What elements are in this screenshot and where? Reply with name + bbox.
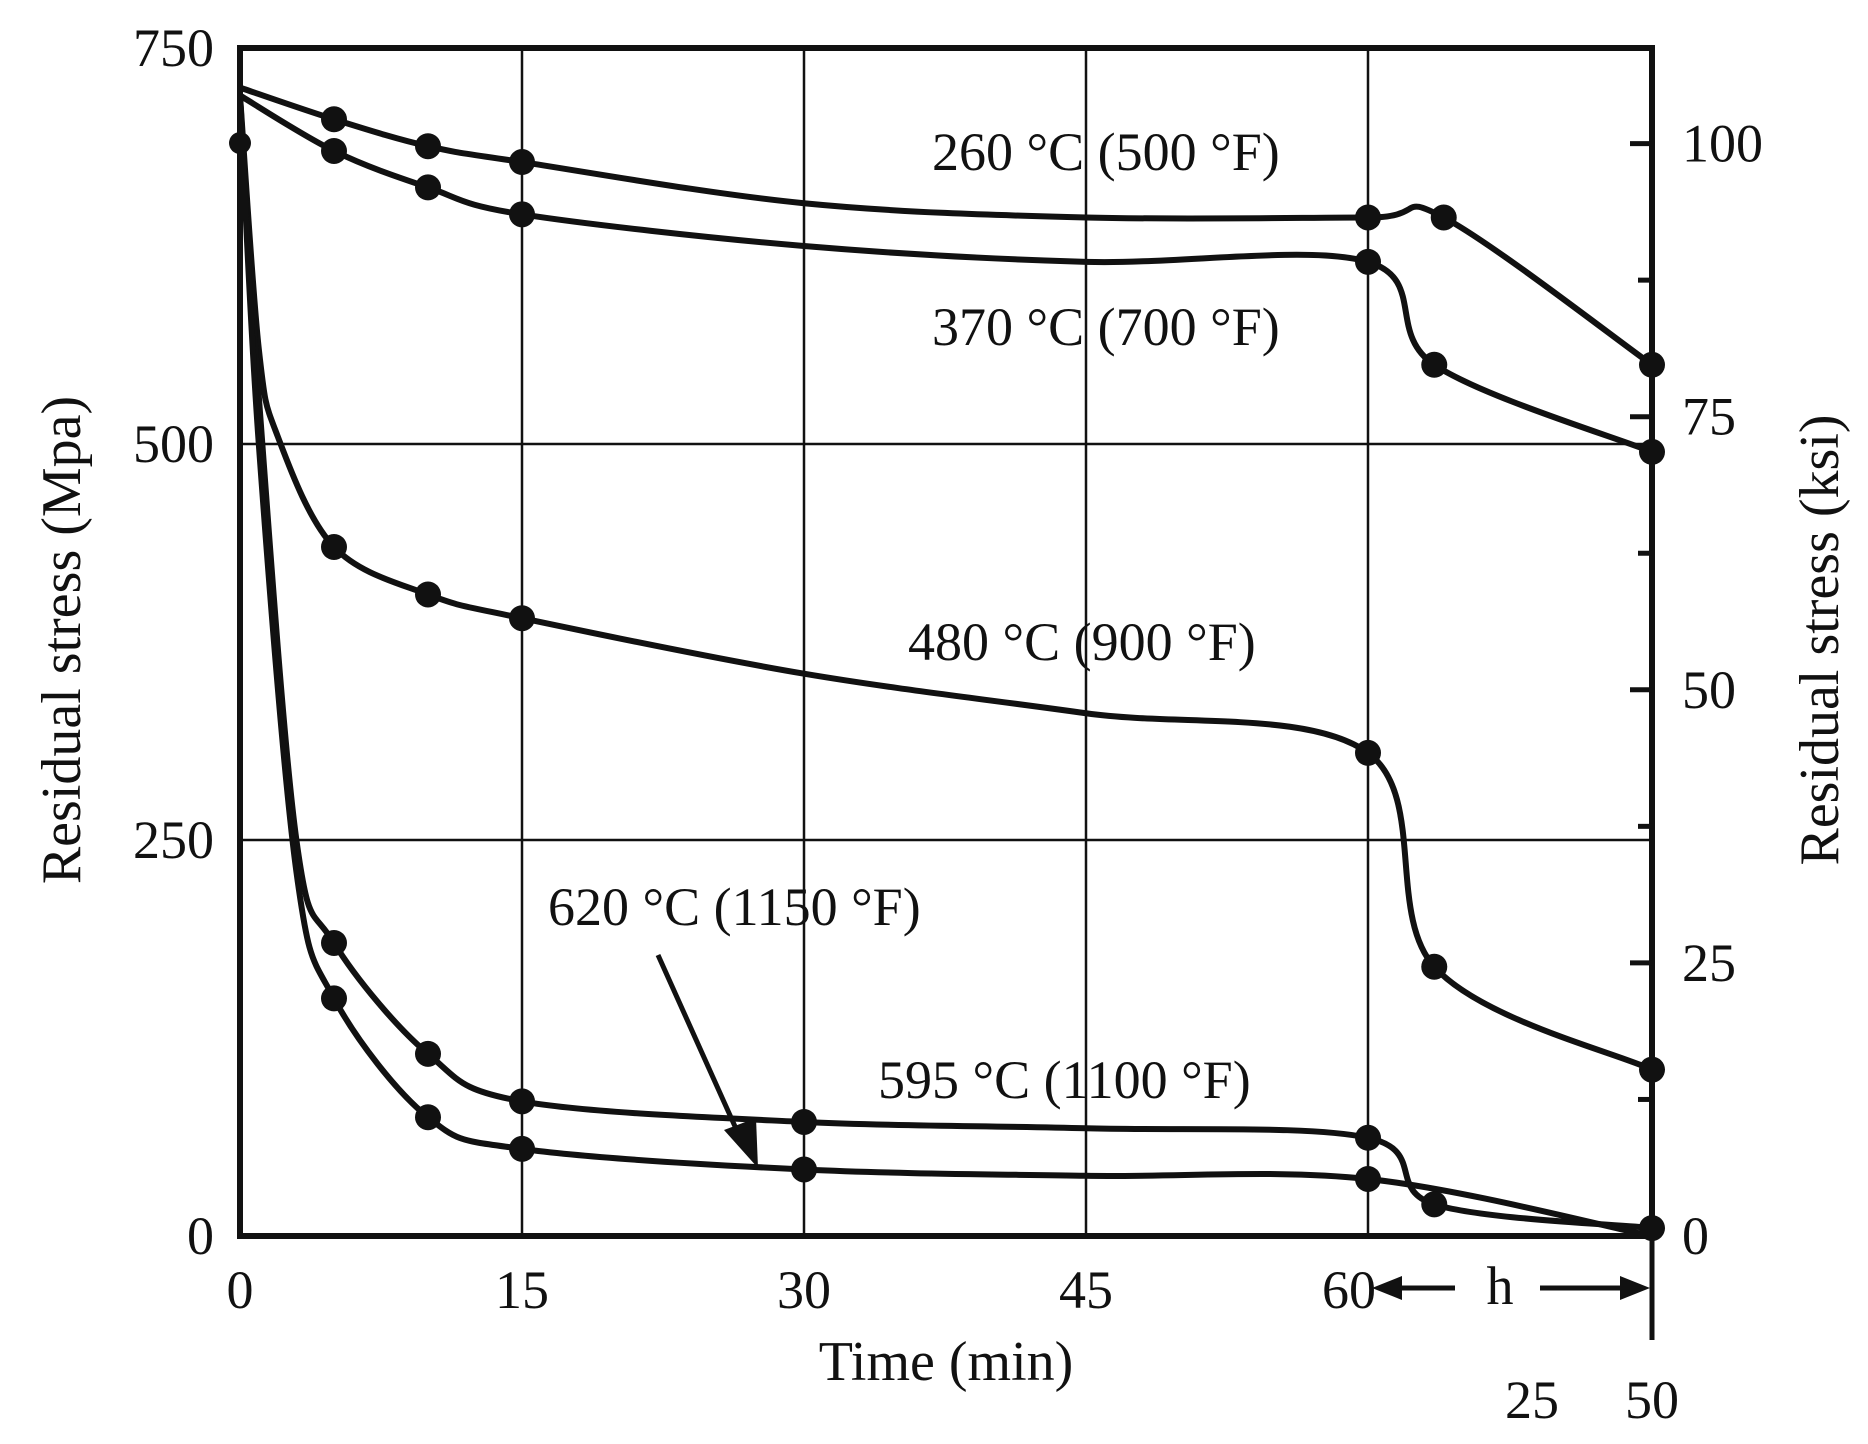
series-line-1	[237, 92, 1655, 455]
x-hours-tick-label-50: 50	[1625, 1370, 1679, 1430]
series-line-4	[237, 92, 1655, 1239]
series-620-arrow	[655, 953, 758, 1168]
data-point-s0-1	[321, 106, 347, 133]
y2-tick-label-50: 50	[1682, 660, 1736, 720]
data-point-s4-6	[791, 1156, 817, 1183]
data-point-s1-7	[1421, 351, 1448, 378]
axis-ticks	[1630, 141, 1652, 1239]
data-point-markers	[229, 106, 1665, 1242]
data-point-s2-5	[509, 605, 535, 632]
data-point-s1-3	[509, 201, 535, 228]
data-point-s4-8	[1355, 1165, 1381, 1192]
data-point-s1-1	[321, 137, 347, 164]
series-label-260: 260 °C (500 °F)	[932, 122, 1280, 182]
series-label-370: 370 °C (700 °F)	[932, 297, 1280, 357]
data-point-s2-9	[1421, 953, 1448, 980]
data-point-s3-8	[1355, 1124, 1381, 1151]
data-point-s3-4	[415, 1040, 441, 1067]
data-point-s0-2	[415, 133, 441, 160]
x-tick-label-60: 60	[1322, 1260, 1376, 1320]
x-tick-label-0: 0	[227, 1260, 254, 1320]
data-point-s4-5	[509, 1135, 535, 1162]
data-point-s3-6	[791, 1108, 817, 1135]
y2-axis-title: Residual stress (ksi)	[1789, 414, 1851, 865]
series-label-620: 620 °C (1150 °F)	[548, 877, 921, 937]
x-tick-label-45: 45	[1059, 1260, 1113, 1320]
plot-frame	[237, 45, 1655, 1239]
y-tick-label-750: 750	[133, 18, 214, 78]
data-point-s4-4	[415, 1104, 441, 1131]
x-tick-label-15: 15	[495, 1260, 549, 1320]
data-point-s1-6	[1355, 248, 1381, 275]
data-point-s0-3	[509, 149, 535, 176]
data-point-s3-3	[321, 929, 347, 956]
hours-bracket: h	[1372, 1236, 1655, 1340]
y-axis-title: Residual stress (Mpa)	[31, 396, 93, 884]
y-tick-label-250: 250	[133, 810, 214, 870]
data-point-s2-3	[321, 533, 347, 560]
data-point-s2-4	[415, 581, 441, 608]
series-line-2	[237, 92, 1655, 1073]
y-tick-label-500: 500	[133, 414, 214, 474]
data-point-s2-8	[1355, 739, 1381, 766]
y2-tick-label-25: 25	[1682, 933, 1736, 993]
y-tick-label-0: 0	[187, 1206, 214, 1266]
tick-labels: 0 15 30 45 60 0 250 500 750 0 25 50 75 100 25 50	[133, 18, 1763, 1430]
x-tick-label-30: 30	[777, 1260, 831, 1320]
y2-tick-label-75: 75	[1682, 387, 1736, 447]
series-label-595: 595 °C (1100 °F)	[878, 1050, 1251, 1110]
data-point-s4-3	[321, 985, 347, 1012]
data-point-s0-7	[1430, 204, 1457, 231]
y2-tick-label-100: 100	[1682, 114, 1763, 174]
data-point-s0-6	[1355, 204, 1381, 231]
hours-unit-label: h	[1487, 1256, 1514, 1316]
data-point-s3-9	[1421, 1191, 1448, 1218]
data-point-s1-2	[415, 174, 441, 201]
x-axis-title: Time (min)	[819, 1331, 1074, 1393]
y2-tick-label-0: 0	[1682, 1206, 1709, 1266]
series-line-0	[237, 84, 1655, 368]
series-label-480: 480 °C (900 °F)	[908, 612, 1256, 672]
x-hours-tick-label-25: 25	[1505, 1370, 1559, 1430]
data-point-s3-5	[509, 1088, 535, 1115]
